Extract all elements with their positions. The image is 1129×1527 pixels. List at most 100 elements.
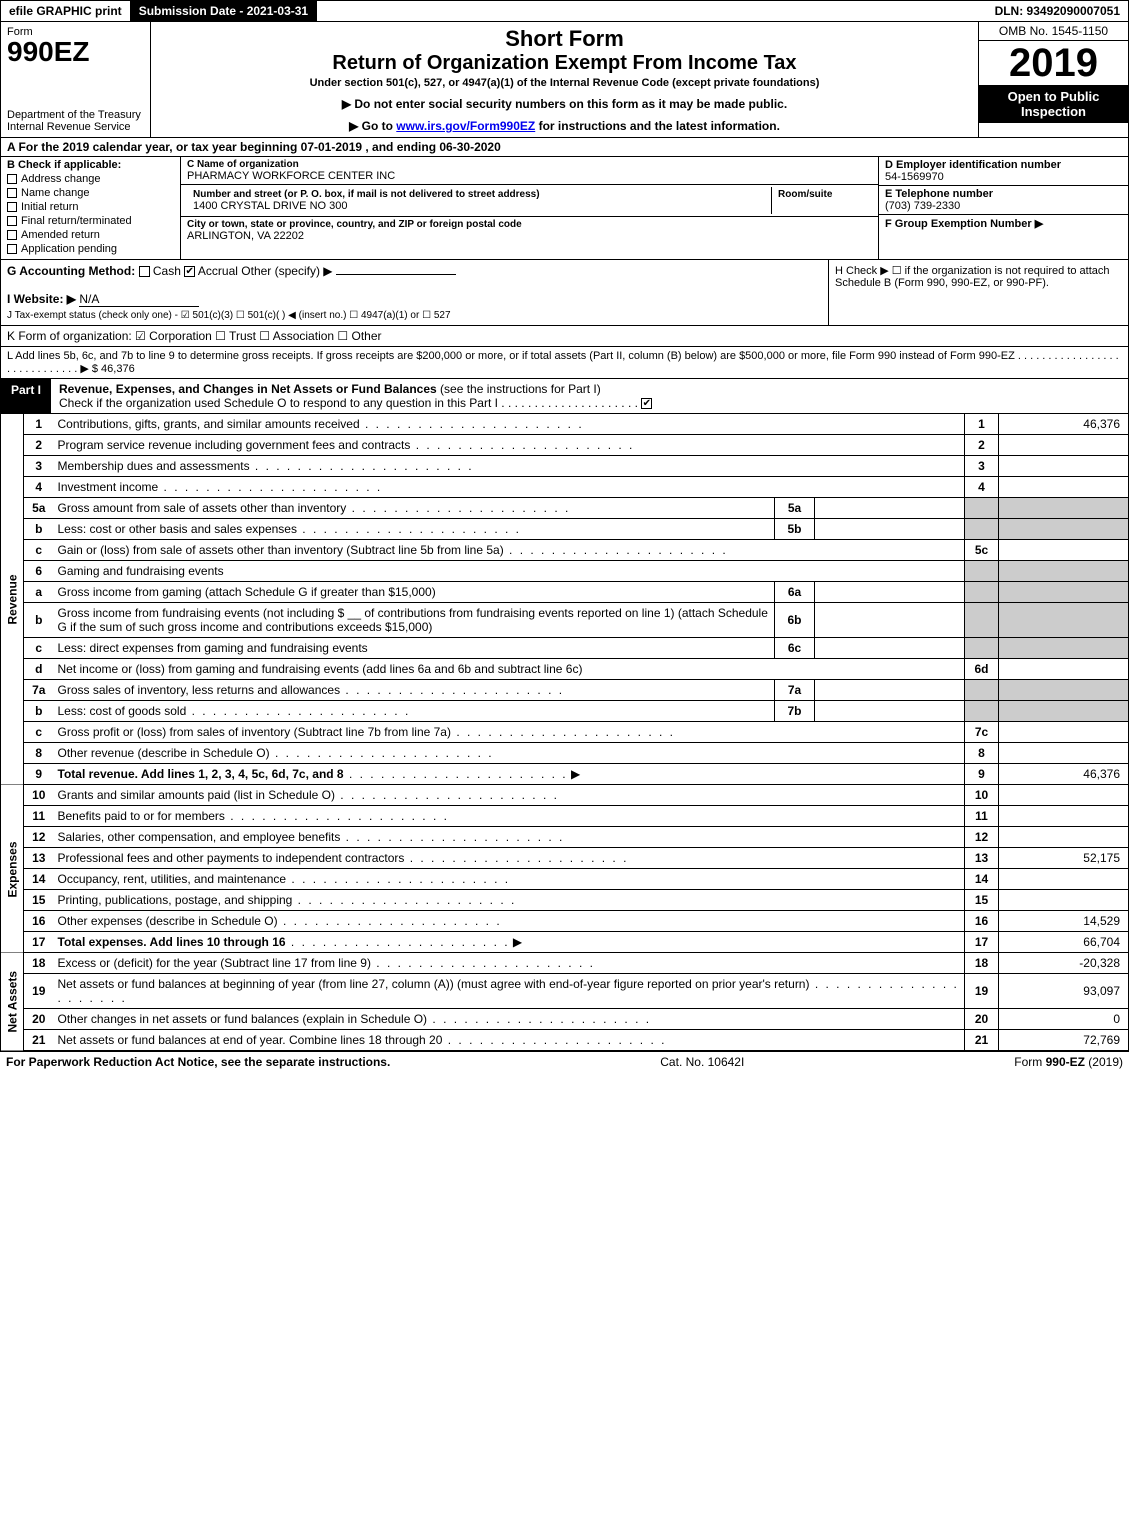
column-b: B Check if applicable: Address change Na… bbox=[1, 157, 181, 259]
line-ref: 9 bbox=[965, 764, 999, 785]
phone-label: E Telephone number bbox=[885, 188, 1122, 200]
dln: DLN: 93492090007051 bbox=[987, 1, 1128, 21]
line-desc: Professional fees and other payments to … bbox=[54, 848, 965, 869]
footer-catno: Cat. No. 10642I bbox=[660, 1055, 744, 1069]
line-num: 15 bbox=[24, 890, 54, 911]
footer-formref: Form 990-EZ (2019) bbox=[1014, 1055, 1123, 1069]
line-desc: Program service revenue including govern… bbox=[54, 435, 965, 456]
line-num: 1 bbox=[24, 414, 54, 435]
line-desc: Occupancy, rent, utilities, and maintena… bbox=[54, 869, 965, 890]
group-label: F Group Exemption Number ▶ bbox=[885, 218, 1043, 230]
line-num: 14 bbox=[24, 869, 54, 890]
irs-link[interactable]: www.irs.gov/Form990EZ bbox=[396, 119, 535, 133]
check-address-change[interactable]: Address change bbox=[7, 173, 174, 185]
line-num: d bbox=[24, 659, 54, 680]
line-num: 18 bbox=[24, 953, 54, 974]
line-amount bbox=[999, 722, 1129, 743]
part1-subtitle: (see the instructions for Part I) bbox=[440, 382, 601, 396]
line-desc: Gaming and fundraising events bbox=[54, 561, 965, 582]
line-ref-shaded bbox=[965, 638, 999, 659]
line-desc: Other expenses (describe in Schedule O) bbox=[54, 911, 965, 932]
column-c: C Name of organization PHARMACY WORKFORC… bbox=[181, 157, 878, 259]
i-label: I Website: ▶ bbox=[7, 292, 76, 306]
line-ref: 5c bbox=[965, 540, 999, 561]
line-amount bbox=[999, 869, 1129, 890]
line-num: 7a bbox=[24, 680, 54, 701]
line-ref-shaded bbox=[965, 582, 999, 603]
part1-check-text: Check if the organization used Schedule … bbox=[59, 396, 638, 410]
line-amount: 46,376 bbox=[999, 764, 1129, 785]
line-amount bbox=[999, 456, 1129, 477]
expenses-table: Expenses 10 Grants and similar amounts p… bbox=[0, 785, 1129, 953]
tax-year: 2019 bbox=[979, 41, 1128, 85]
sub-amount bbox=[815, 680, 965, 701]
line-num: 16 bbox=[24, 911, 54, 932]
line-desc: Printing, publications, postage, and shi… bbox=[54, 890, 965, 911]
line-ref: 20 bbox=[965, 1009, 999, 1030]
check-initial-return[interactable]: Initial return bbox=[7, 201, 174, 213]
line-amount: 14,529 bbox=[999, 911, 1129, 932]
line-amount bbox=[999, 743, 1129, 764]
line-amount-shaded bbox=[999, 582, 1129, 603]
org-name-label: C Name of organization bbox=[187, 159, 872, 170]
check-application-pending[interactable]: Application pending bbox=[7, 243, 174, 255]
g-label: G Accounting Method: bbox=[7, 264, 135, 278]
line-ref: 8 bbox=[965, 743, 999, 764]
check-label: Name change bbox=[21, 187, 90, 199]
line-amount bbox=[999, 540, 1129, 561]
line-num: c bbox=[24, 638, 54, 659]
accrual-checkbox[interactable] bbox=[184, 266, 195, 277]
org-name: PHARMACY WORKFORCE CENTER INC bbox=[187, 170, 872, 182]
sub-amount bbox=[815, 582, 965, 603]
phone-cell: E Telephone number (703) 739-2330 bbox=[879, 186, 1128, 215]
check-final-return[interactable]: Final return/terminated bbox=[7, 215, 174, 227]
line-num: c bbox=[24, 722, 54, 743]
cash-checkbox[interactable] bbox=[139, 266, 150, 277]
line-desc: Salaries, other compensation, and employ… bbox=[54, 827, 965, 848]
phone-value: (703) 739-2330 bbox=[885, 200, 1122, 212]
line-ref-shaded bbox=[965, 561, 999, 582]
street-value: 1400 CRYSTAL DRIVE NO 300 bbox=[193, 200, 765, 212]
line-amount: 93,097 bbox=[999, 974, 1129, 1009]
inspection-notice: Open to Public Inspection bbox=[979, 85, 1128, 123]
title-short: Short Form bbox=[157, 26, 972, 52]
line-desc: Total revenue. Add lines 1, 2, 3, 4, 5c,… bbox=[54, 764, 965, 785]
line-num: b bbox=[24, 603, 54, 638]
line-ref: 16 bbox=[965, 911, 999, 932]
line-amount-shaded bbox=[999, 680, 1129, 701]
check-name-change[interactable]: Name change bbox=[7, 187, 174, 199]
sub-amount bbox=[815, 603, 965, 638]
revenue-side-label: Revenue bbox=[1, 414, 24, 785]
goto-suffix: for instructions and the latest informat… bbox=[535, 119, 780, 133]
revenue-table: Revenue 1 Contributions, gifts, grants, … bbox=[0, 414, 1129, 785]
ein-cell: D Employer identification number 54-1569… bbox=[879, 157, 1128, 186]
room-label: Room/suite bbox=[778, 189, 866, 200]
line-amount: -20,328 bbox=[999, 953, 1129, 974]
netassets-table: Net Assets 18 Excess or (deficit) for th… bbox=[0, 953, 1129, 1051]
submission-date: Submission Date - 2021-03-31 bbox=[131, 1, 317, 21]
check-amended[interactable]: Amended return bbox=[7, 229, 174, 241]
line-desc: Gain or (loss) from sale of assets other… bbox=[54, 540, 965, 561]
line-desc: Contributions, gifts, grants, and simila… bbox=[54, 414, 965, 435]
line-ref: 3 bbox=[965, 456, 999, 477]
line-amount-shaded bbox=[999, 638, 1129, 659]
line-num: 4 bbox=[24, 477, 54, 498]
line-amount: 0 bbox=[999, 1009, 1129, 1030]
other-specify-input[interactable] bbox=[336, 274, 456, 275]
line-ref-shaded bbox=[965, 603, 999, 638]
line-amount-shaded bbox=[999, 701, 1129, 722]
schedule-o-checkbox[interactable] bbox=[641, 398, 652, 409]
line-desc: Other changes in net assets or fund bala… bbox=[54, 1009, 965, 1030]
line-num: 11 bbox=[24, 806, 54, 827]
line-desc: Gross income from fundraising events (no… bbox=[54, 603, 775, 638]
line-amount bbox=[999, 659, 1129, 680]
line-desc: Other revenue (describe in Schedule O) bbox=[54, 743, 965, 764]
page-footer: For Paperwork Reduction Act Notice, see … bbox=[0, 1051, 1129, 1072]
line-ref: 6d bbox=[965, 659, 999, 680]
line-amount bbox=[999, 477, 1129, 498]
b-header: B Check if applicable: bbox=[7, 159, 174, 171]
line-desc: Gross profit or (loss) from sales of inv… bbox=[54, 722, 965, 743]
line-ref: 17 bbox=[965, 932, 999, 953]
line-amount bbox=[999, 785, 1129, 806]
line-amount bbox=[999, 435, 1129, 456]
